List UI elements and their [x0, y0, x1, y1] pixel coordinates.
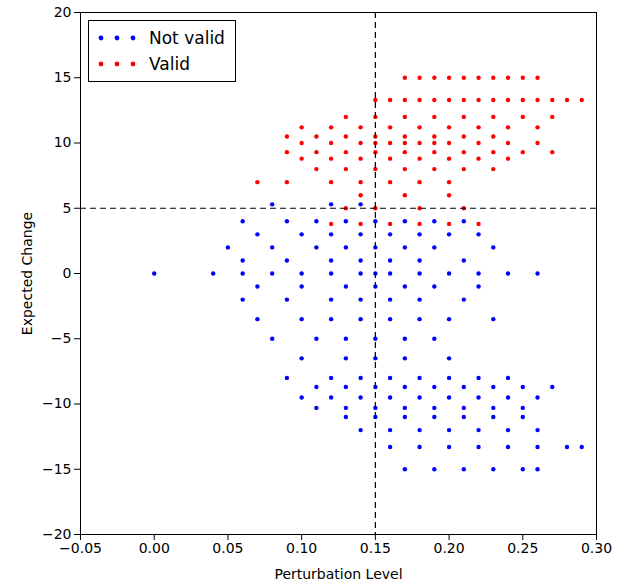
svg-text:0.05: 0.05: [212, 540, 243, 556]
svg-text:15: 15: [54, 69, 72, 85]
svg-text:0.10: 0.10: [286, 540, 317, 556]
svg-text:0.30: 0.30: [581, 540, 612, 556]
svg-text:Expected Change: Expected Change: [19, 212, 35, 335]
svg-text:0: 0: [63, 265, 72, 281]
svg-text:Perturbation Level: Perturbation Level: [274, 566, 402, 582]
svg-text:−20: −20: [42, 526, 72, 542]
svg-text:10: 10: [54, 134, 72, 150]
svg-text:−5: −5: [51, 330, 72, 346]
svg-text:0.25: 0.25: [507, 540, 538, 556]
svg-text:0.20: 0.20: [433, 540, 464, 556]
svg-text:5: 5: [63, 200, 72, 216]
html-text:Valid: Valid: [149, 54, 190, 74]
html-text:Not valid: Not valid: [149, 28, 225, 48]
svg-text:−10: −10: [42, 395, 72, 411]
svg-text:0.00: 0.00: [139, 540, 170, 556]
svg-text:−0.05: −0.05: [59, 540, 102, 556]
svg-text:0.15: 0.15: [360, 540, 391, 556]
svg-text:−15: −15: [42, 461, 72, 477]
svg-text:20: 20: [54, 4, 72, 20]
